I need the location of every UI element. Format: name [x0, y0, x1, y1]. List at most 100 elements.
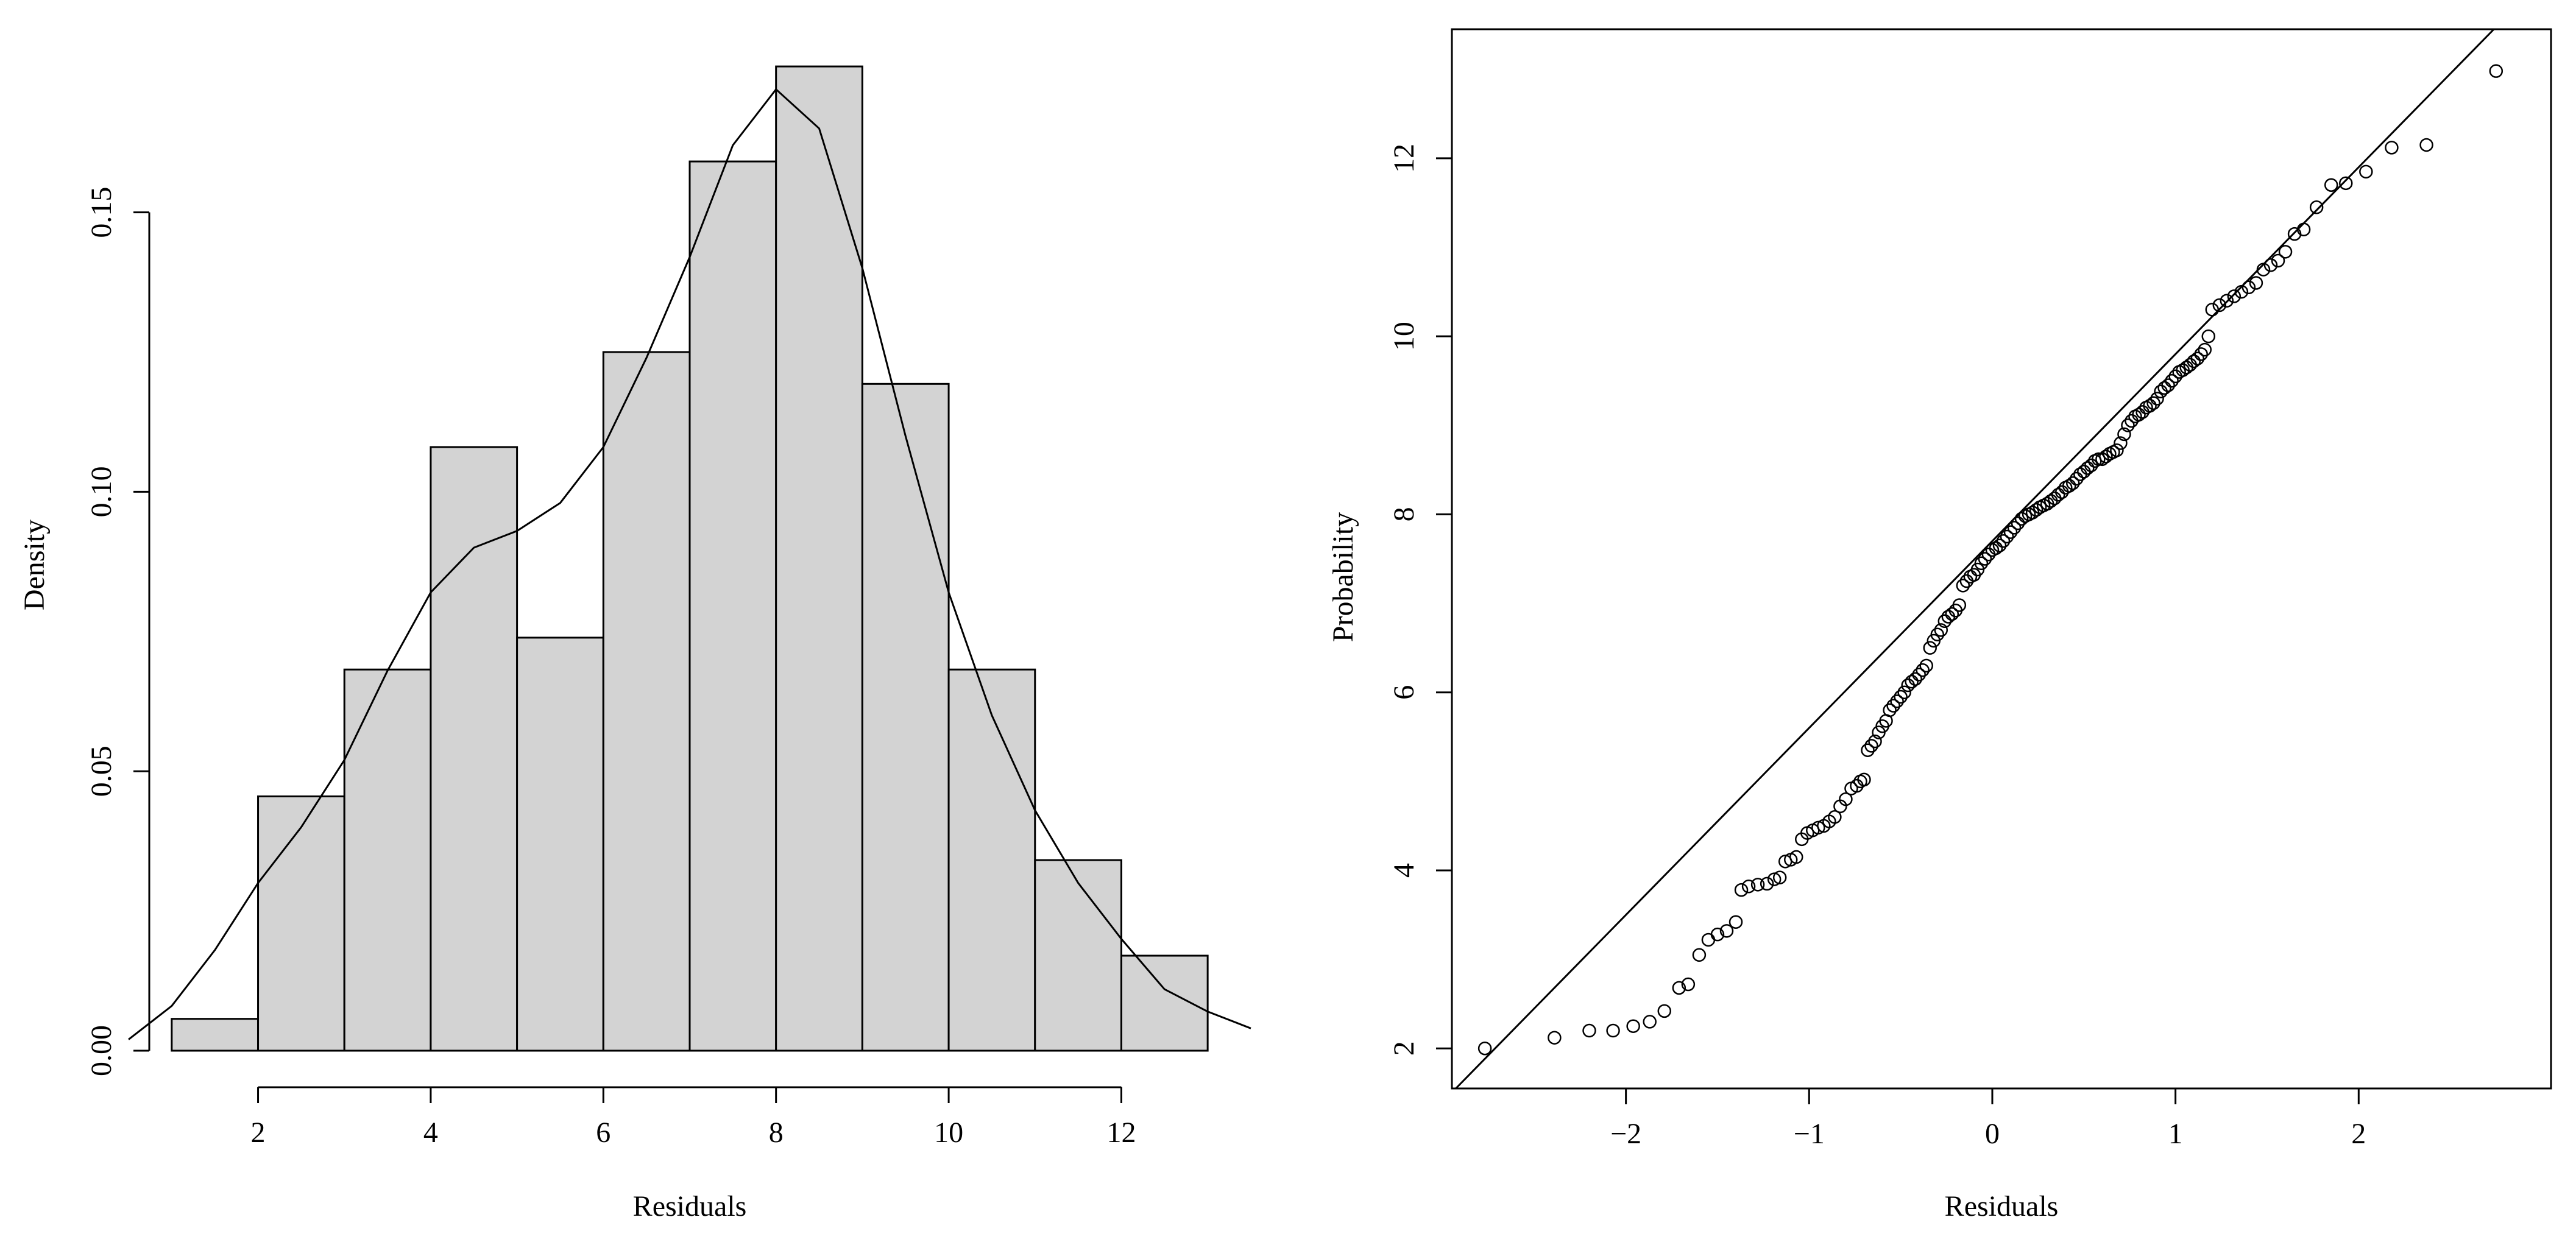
- x-tick-label: 10: [934, 1116, 963, 1149]
- data-point: [1930, 627, 1945, 641]
- y-axis-label: Density: [18, 520, 51, 610]
- histogram-bar: [516, 637, 604, 1052]
- data-point: [2359, 164, 2373, 179]
- data-point: [1626, 1019, 1640, 1033]
- data-point: [1692, 948, 1707, 962]
- data-point: [1772, 870, 1787, 884]
- data-point: [2070, 471, 2084, 486]
- data-point: [1868, 734, 1882, 749]
- y-tick-label: 2: [1388, 1041, 1420, 1056]
- data-point: [2296, 222, 2311, 237]
- data-point: [2205, 303, 2220, 317]
- data-point: [2062, 479, 2076, 493]
- data-point: [1919, 658, 1933, 673]
- data-point: [1672, 981, 1686, 995]
- data-point: [1956, 579, 1970, 593]
- data-point: [2092, 452, 2106, 467]
- data-point: [1861, 743, 1875, 757]
- data-point: [2187, 354, 2201, 369]
- data-point: [1934, 623, 1948, 637]
- x-tick-label: −1: [1794, 1118, 1825, 1150]
- histogram-panel: 2 4 6 8 10 12 Residuals 0.00 0.05 0.10 0.15 Density: [18, 65, 1251, 1222]
- data-point: [1606, 1023, 1620, 1038]
- y-axis-label: Probability: [1327, 512, 1359, 642]
- x-tick-label: 2: [2351, 1118, 2366, 1150]
- data-point: [2077, 465, 2091, 479]
- y-tick-label: 8: [1388, 507, 1420, 521]
- data-point: [2132, 407, 2146, 422]
- data-point: [1548, 1031, 1562, 1045]
- data-point: [2000, 529, 2014, 544]
- data-point: [2309, 200, 2324, 214]
- y-tick-label: 12: [1388, 144, 1420, 173]
- data-point: [2157, 381, 2171, 395]
- data-point: [1912, 668, 1926, 682]
- data-point: [2146, 396, 2160, 411]
- data-point: [1886, 699, 1900, 713]
- x-tick-label: 8: [769, 1116, 784, 1149]
- x-tick-label: 6: [596, 1116, 610, 1149]
- data-point: [1701, 933, 1716, 947]
- y-tick-label: 10: [1388, 322, 1420, 351]
- data-point: [1719, 924, 1734, 938]
- data-point: [2121, 418, 2135, 432]
- data-point: [2227, 289, 2242, 303]
- data-point: [1477, 1041, 1492, 1056]
- data-point: [1905, 674, 1919, 689]
- density-curve: [128, 88, 1251, 1040]
- data-point: [2271, 253, 2285, 268]
- histogram-bar: [343, 668, 432, 1052]
- data-point: [1890, 694, 1904, 708]
- data-point: [2161, 378, 2175, 392]
- data-point: [2154, 384, 2168, 399]
- data-point: [1908, 672, 1922, 686]
- y-tick-label: 0.05: [85, 746, 118, 797]
- data-point: [2194, 347, 2208, 361]
- data-point: [1974, 556, 1989, 571]
- data-point: [1996, 534, 2011, 548]
- data-point: [2385, 141, 2399, 155]
- data-point: [2220, 294, 2234, 308]
- data-point: [2324, 178, 2338, 192]
- data-point: [2242, 280, 2256, 295]
- reference-line: [1455, 28, 2495, 1090]
- data-point: [1811, 820, 1825, 835]
- y-tick-label: 0.10: [85, 466, 118, 517]
- data-point: [2489, 64, 2503, 78]
- data-point: [2081, 461, 2095, 475]
- data-point: [1760, 876, 1774, 891]
- histogram-bar: [688, 160, 777, 1052]
- data-point: [1750, 878, 1765, 892]
- data-point: [2419, 138, 2433, 152]
- data-point: [1937, 614, 1952, 629]
- data-point: [2029, 503, 2043, 517]
- y-tick-label: 6: [1388, 685, 1420, 700]
- x-axis-label: Residuals: [1945, 1190, 2059, 1222]
- x-tick-label: 2: [251, 1116, 266, 1149]
- data-point: [1582, 1023, 1596, 1038]
- data-point: [1734, 883, 1749, 897]
- data-point: [2051, 488, 2065, 502]
- data-point: [2190, 351, 2204, 365]
- data-point: [2099, 450, 2113, 464]
- data-point: [1681, 977, 1696, 992]
- data-point: [1643, 1015, 1657, 1029]
- data-point: [2198, 342, 2212, 357]
- x-tick-label: 4: [423, 1116, 438, 1149]
- histogram-bar: [430, 446, 518, 1052]
- data-point: [1952, 598, 1967, 612]
- data-point: [2066, 476, 2080, 490]
- histogram-bar: [947, 668, 1036, 1052]
- data-point: [1923, 641, 1937, 655]
- plot-frame: [1451, 28, 2552, 1090]
- data-point: [1839, 792, 1853, 806]
- histogram-bar: [171, 1018, 260, 1052]
- data-point: [1978, 552, 1992, 566]
- data-point: [2150, 392, 2164, 406]
- y-tick-label: 4: [1388, 863, 1420, 878]
- histogram-bar: [257, 795, 345, 1052]
- data-point: [1883, 703, 1897, 718]
- data-point: [2011, 516, 2025, 531]
